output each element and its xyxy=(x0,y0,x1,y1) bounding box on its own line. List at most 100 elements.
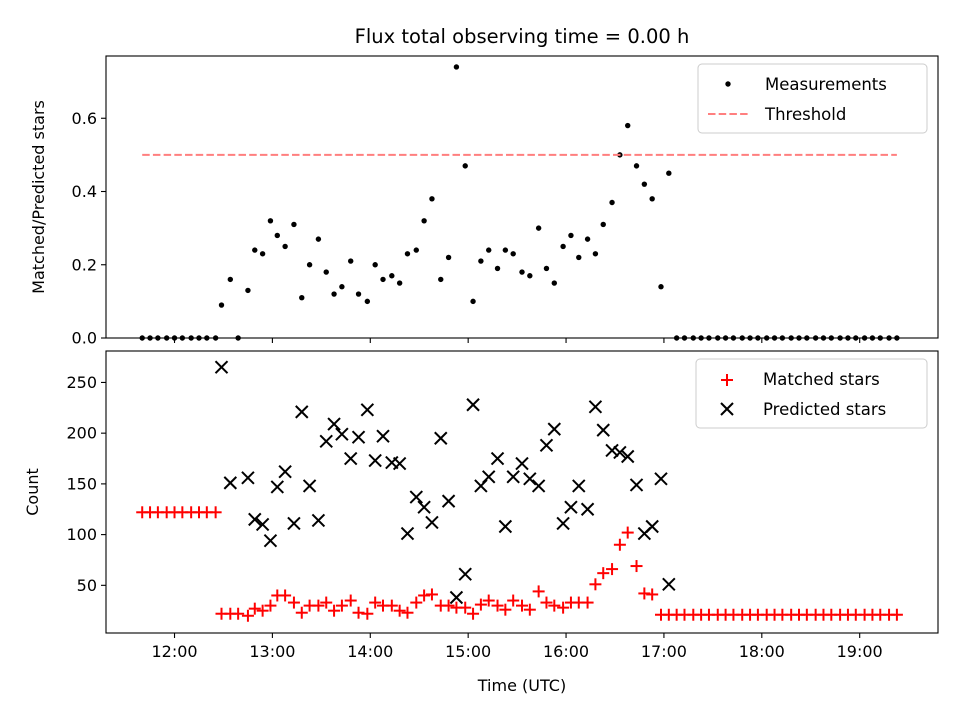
predicted-stars-point xyxy=(449,590,464,605)
top-panel-legend-box xyxy=(697,63,928,134)
measurements-point xyxy=(633,163,640,169)
measurements-point xyxy=(462,163,468,169)
matched-stars-point xyxy=(597,567,610,580)
predicted-stars-point xyxy=(343,451,358,466)
predicted-stars-point xyxy=(490,451,505,466)
measurements-point xyxy=(331,291,337,297)
measurements-point xyxy=(438,276,444,283)
matched-stars-point xyxy=(328,604,341,617)
matched-stars-point xyxy=(548,599,561,612)
matched-stars-point xyxy=(410,596,423,609)
predicted-stars-point xyxy=(295,405,309,419)
measurements-point xyxy=(535,225,542,231)
matched-stars-point xyxy=(540,596,553,609)
matched-stars-point xyxy=(516,599,528,612)
predicted-stars-point xyxy=(327,417,341,431)
bottom-panel: Count 50 100 150 200 250 12:00 13:00 14:00 15:00… xyxy=(23,350,939,661)
matched-stars-point xyxy=(581,596,594,609)
x-tick-label: 14:00 xyxy=(347,642,393,661)
measurements-point xyxy=(576,254,582,261)
measurements-point xyxy=(502,247,509,253)
matched-stars-point xyxy=(361,607,374,620)
predicted-stars-point xyxy=(556,516,570,531)
measurements-point xyxy=(470,298,476,305)
predicted-stars-point xyxy=(654,472,668,486)
matched-stars-point xyxy=(209,506,222,519)
bottom-panel-legend: Matched stars Predicted stars xyxy=(695,358,928,429)
matched-stars-point xyxy=(232,607,245,620)
matched-stars-point xyxy=(418,589,431,602)
matched-stars-point xyxy=(613,538,626,551)
matched-stars-point xyxy=(482,594,495,607)
matched-stars-point xyxy=(532,585,545,598)
predicted-stars-point xyxy=(458,567,472,581)
predicted-stars-point xyxy=(515,456,529,471)
measurements-point xyxy=(609,199,615,206)
predicted-stars-point xyxy=(248,512,262,527)
predicted-stars-point xyxy=(596,423,610,437)
predicted-stars-point xyxy=(564,500,578,514)
y-tick-label: 0.4 xyxy=(72,182,97,201)
predicted-stars-point xyxy=(441,494,456,508)
predicted-stars-point xyxy=(376,429,390,443)
predicted-stars-point xyxy=(482,470,496,484)
x-tick-label: 18:00 xyxy=(739,642,785,661)
matched-stars-point xyxy=(320,596,333,609)
x-axis-title: Time (UTC) xyxy=(477,676,566,695)
measurements-point xyxy=(519,269,525,275)
measurements-point xyxy=(259,251,266,257)
matched-stars-point xyxy=(630,560,643,573)
measurements-point xyxy=(494,265,501,272)
measurements-point xyxy=(584,236,591,242)
predicted-stars-point xyxy=(214,360,229,374)
y-tick-label: 100 xyxy=(66,525,97,544)
measurements-point xyxy=(527,273,533,279)
matched-stars-point xyxy=(621,526,634,539)
predicted-stars-point xyxy=(547,422,562,436)
matched-stars-point xyxy=(344,594,357,607)
measurements-point xyxy=(445,254,452,261)
matched-stars-point xyxy=(459,601,472,614)
measurements-point xyxy=(429,196,435,202)
measurements-point xyxy=(600,221,606,228)
measurements-point xyxy=(282,243,288,250)
matched-stars-point xyxy=(557,601,570,614)
predicted-stars-point xyxy=(531,479,546,493)
predicted-stars-point xyxy=(523,472,537,486)
measurements-point xyxy=(625,122,631,129)
measurements-point xyxy=(543,265,550,272)
measurements-point xyxy=(404,251,411,257)
predicted-stars-point xyxy=(409,490,423,504)
measurements-point xyxy=(306,262,313,268)
x-tick-label: 16:00 xyxy=(543,642,589,661)
predicted-stars-point xyxy=(498,519,513,534)
predicted-stars-point xyxy=(278,465,292,479)
predicted-stars-point xyxy=(287,516,301,531)
matched-stars-point xyxy=(401,606,414,619)
matched-stars-point xyxy=(352,606,365,619)
legend-label-threshold: Threshold xyxy=(764,105,846,124)
measurements-point xyxy=(649,196,655,202)
matched-stars-point xyxy=(523,603,536,616)
x-tick-label: 17:00 xyxy=(641,642,687,661)
matched-stars-point xyxy=(474,598,487,611)
measurements-point xyxy=(274,232,280,239)
y-tick-label: 0.6 xyxy=(72,109,97,128)
measurements-point xyxy=(339,284,345,290)
measurements-point xyxy=(227,276,234,283)
measurements-point xyxy=(592,251,599,257)
predicted-stars-point xyxy=(400,526,415,541)
predicted-stars-point xyxy=(302,479,317,493)
bottom-panel-axes: 50 100 150 200 250 12:00 13:00 14:00 15:00 16:00 1… xyxy=(66,350,939,661)
predicted-stars-point xyxy=(466,398,480,412)
measurements-point xyxy=(267,218,274,224)
top-panel-ylabel: Matched/Predicted stars xyxy=(29,100,48,294)
matched-stars-point xyxy=(369,596,382,609)
predicted-stars-point xyxy=(351,430,366,444)
measurements-point xyxy=(551,280,558,286)
measurements-point xyxy=(323,269,329,275)
predicted-stars-point xyxy=(311,513,326,528)
predicted-stars-point xyxy=(613,445,627,460)
predicted-stars-point xyxy=(319,434,333,448)
